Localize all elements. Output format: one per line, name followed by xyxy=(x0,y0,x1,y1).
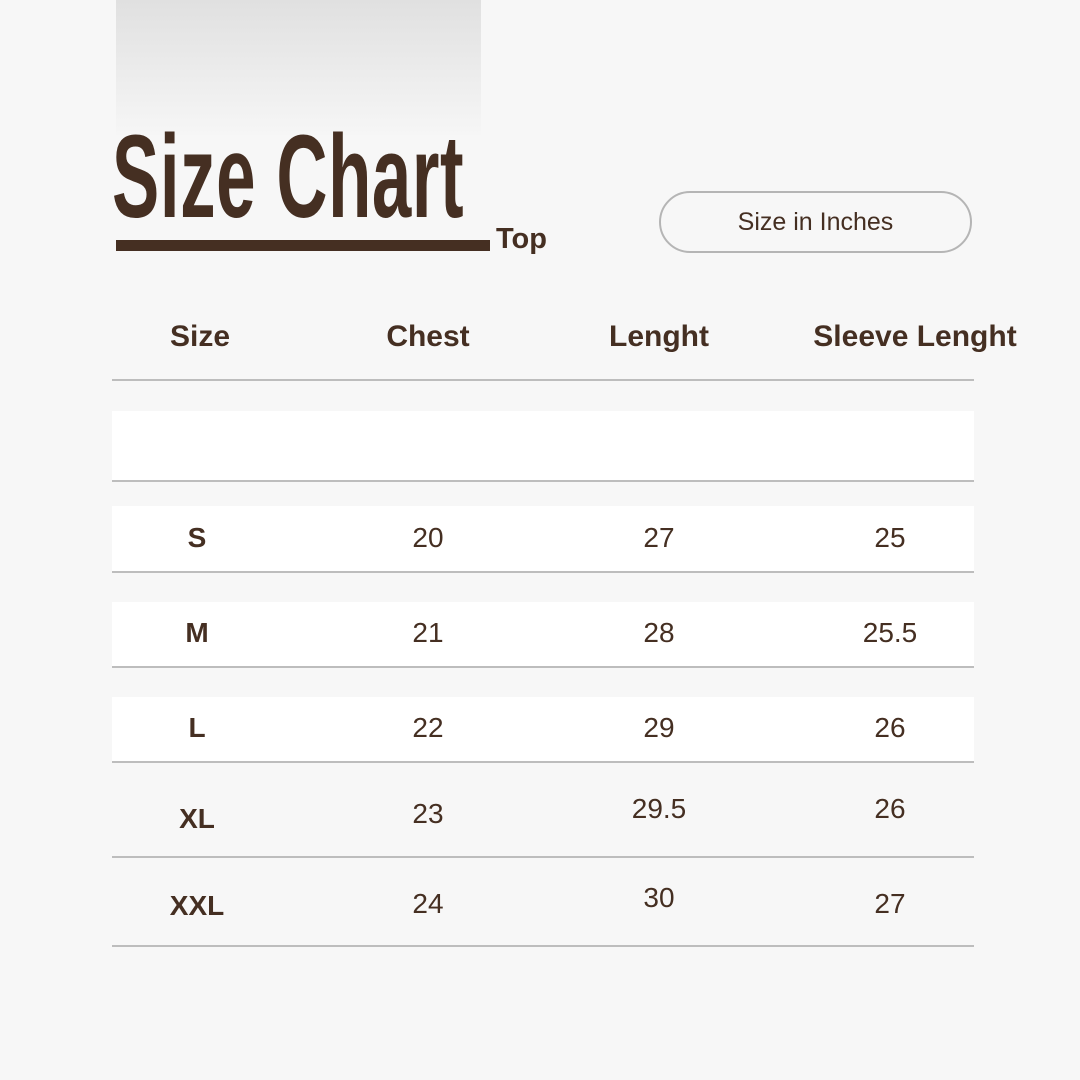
value-cell: 27 xyxy=(874,888,906,919)
divider xyxy=(112,571,974,573)
unit-badge: Size in Inches xyxy=(659,191,972,253)
size-cell: S xyxy=(187,522,207,553)
value-cell: 25.5 xyxy=(862,617,918,648)
value-cell: 20 xyxy=(412,522,444,553)
table-row-bg xyxy=(112,697,974,762)
table-row-bg xyxy=(112,506,974,572)
divider xyxy=(112,379,974,381)
column-header: Sleeve Lenght xyxy=(813,320,1017,353)
value-cell: 23 xyxy=(412,798,444,829)
decorative-gradient xyxy=(116,0,481,135)
empty-row xyxy=(112,411,974,480)
divider xyxy=(112,480,974,482)
unit-label: Size in Inches xyxy=(737,207,894,236)
size-cell: XXL xyxy=(169,890,225,921)
title-underline xyxy=(116,240,490,251)
size-cell: XL xyxy=(179,803,215,834)
value-cell: 21 xyxy=(412,617,444,648)
value-cell: 30 xyxy=(643,882,675,913)
value-cell: 26 xyxy=(874,712,906,743)
column-header: Lenght xyxy=(609,320,709,353)
value-cell: 22 xyxy=(412,712,444,743)
page-title: Size Chart xyxy=(112,111,465,243)
value-cell: 25 xyxy=(874,522,906,553)
column-header: Size xyxy=(169,320,231,353)
value-cell: 28 xyxy=(643,617,675,648)
value-cell: 24 xyxy=(412,888,444,919)
value-cell: 29 xyxy=(643,712,675,743)
divider xyxy=(112,856,974,858)
subtitle: Top xyxy=(496,223,547,255)
table-row-bg xyxy=(112,602,974,667)
value-cell: 26 xyxy=(874,793,906,824)
size-cell: L xyxy=(188,712,206,743)
column-header: Chest xyxy=(386,320,470,353)
divider xyxy=(112,761,974,763)
size-cell: M xyxy=(185,617,209,648)
divider xyxy=(112,666,974,668)
value-cell: 29.5 xyxy=(631,793,687,824)
divider xyxy=(112,945,974,947)
value-cell: 27 xyxy=(643,522,675,553)
